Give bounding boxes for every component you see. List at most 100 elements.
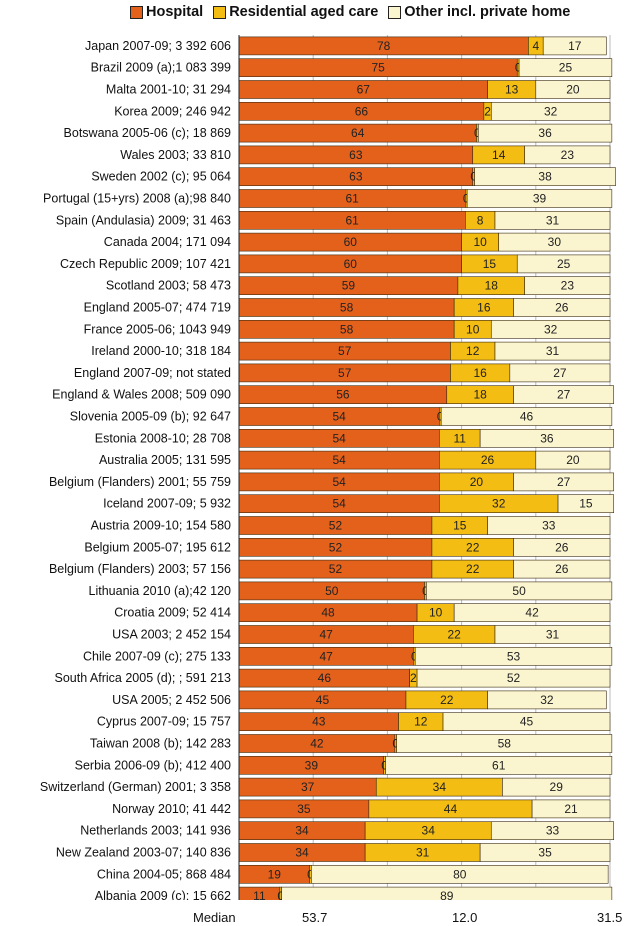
legend-item-residential: Residential aged care [213,4,378,20]
data-label: 37 [301,780,315,794]
bar-other [479,843,611,862]
data-label: 15 [453,519,467,533]
bar-other [385,755,613,775]
category-label: Canada 2004; 171 094 [104,235,231,249]
category-label: Lithuania 2010 (a);42 120 [89,584,232,598]
legend-label-other: Other incl. private home [404,4,571,20]
bar-other [498,232,611,252]
data-label: 10 [429,606,443,620]
data-label: 52 [329,540,343,554]
data-label: 64 [351,126,365,140]
data-label: 13 [505,83,519,97]
bar-other [414,646,613,666]
data-label: 26 [555,540,569,554]
data-label: 22 [440,693,454,707]
data-label: 66 [355,104,369,118]
bar-other [490,821,615,841]
category-label: Belgium 2005-07; 195 612 [84,540,231,554]
data-label: 27 [557,475,571,489]
data-label: 25 [557,257,571,271]
data-label: 18 [485,279,499,293]
category-label: Wales 2003; 33 810 [120,148,231,162]
data-label: 47 [320,628,334,642]
category-label: France 2005-06; 1043 949 [84,322,231,336]
bar-other [311,864,609,884]
data-label: 22 [466,540,480,554]
data-label: 31 [416,846,430,860]
category-label: Czech Republic 2009; 107 421 [60,257,231,271]
data-label: 39 [305,758,319,772]
data-label: 11 [454,431,467,445]
bar-other [513,537,611,557]
data-label: 33 [542,519,556,533]
category-label: Slovenia 2005-09 (b); 92 647 [70,410,231,424]
bar-other [518,58,613,78]
bar-other [487,516,611,535]
data-label: 26 [481,453,495,467]
bar-other [535,450,611,470]
data-label: 32 [540,693,554,707]
bar-other [524,276,611,296]
data-label: 0 [437,410,444,424]
data-label: 0 [392,737,399,751]
data-label: 0 [474,126,481,140]
data-label: 21 [564,802,578,816]
category-label: Netherlands 2003; 141 936 [80,824,231,838]
data-label: 60 [344,235,358,249]
category-label: Scotland 2003; 58 473 [106,279,231,293]
data-label: 26 [555,301,569,315]
data-label: 54 [332,497,346,511]
data-label: 50 [512,584,526,598]
data-label: 0 [422,584,429,598]
data-label: 50 [325,584,339,598]
data-label: 17 [568,39,582,53]
bar-other [513,385,615,405]
data-label: 18 [473,388,487,402]
data-label: 57 [338,344,352,358]
data-label: 48 [321,606,335,620]
legend-swatch-hospital [130,5,143,19]
bar-other [281,886,613,900]
data-label: 43 [312,715,326,729]
data-label: 25 [559,61,573,75]
data-label: 39 [533,192,547,206]
category-label: Estonia 2008-10; 28 708 [95,431,231,445]
legend-swatch-residential [213,5,227,19]
data-label: 27 [557,388,571,402]
bar-other [479,428,615,448]
bar-other [416,668,611,688]
data-label: 42 [310,737,324,751]
median-value-residential: 12.0 [452,910,478,925]
bar-other [494,211,611,230]
category-label: Serbia 2006-09 (b); 412 400 [75,758,231,772]
data-label: 36 [540,431,554,445]
legend: Hospital Residential aged care Other inc… [130,2,630,22]
data-label: 58 [340,301,354,315]
bar-other [466,189,613,208]
data-label: 34 [295,824,309,838]
bar-other [396,734,613,753]
data-label: 16 [473,366,487,380]
category-label: Malta 2001-10; 31 294 [106,83,231,97]
data-label: 89 [440,889,454,900]
data-label: 22 [466,562,480,576]
data-label: 52 [329,519,343,533]
data-label: 46 [318,671,332,685]
data-label: 61 [492,758,506,772]
data-label: 15 [579,497,593,511]
legend-item-other: Other incl. private home [388,4,570,20]
category-label: Austria 2009-10; 154 580 [91,519,231,533]
data-label: 0 [381,758,388,772]
data-label: 0 [411,649,418,663]
data-label: 35 [538,846,552,860]
category-label: New Zealand 2003-07; 140 836 [56,846,231,860]
bar-other [509,363,611,383]
category-label: Australia 2005; 131 595 [99,453,231,467]
median-label: Median [193,910,236,925]
data-label: 42 [525,606,539,620]
data-label: 47 [320,649,334,663]
data-label: 53 [507,649,521,663]
legend-label-hospital: Hospital [146,4,204,20]
data-label: 44 [444,802,458,816]
category-label: Belgium (Flanders) 2001; 55 759 [49,475,231,489]
